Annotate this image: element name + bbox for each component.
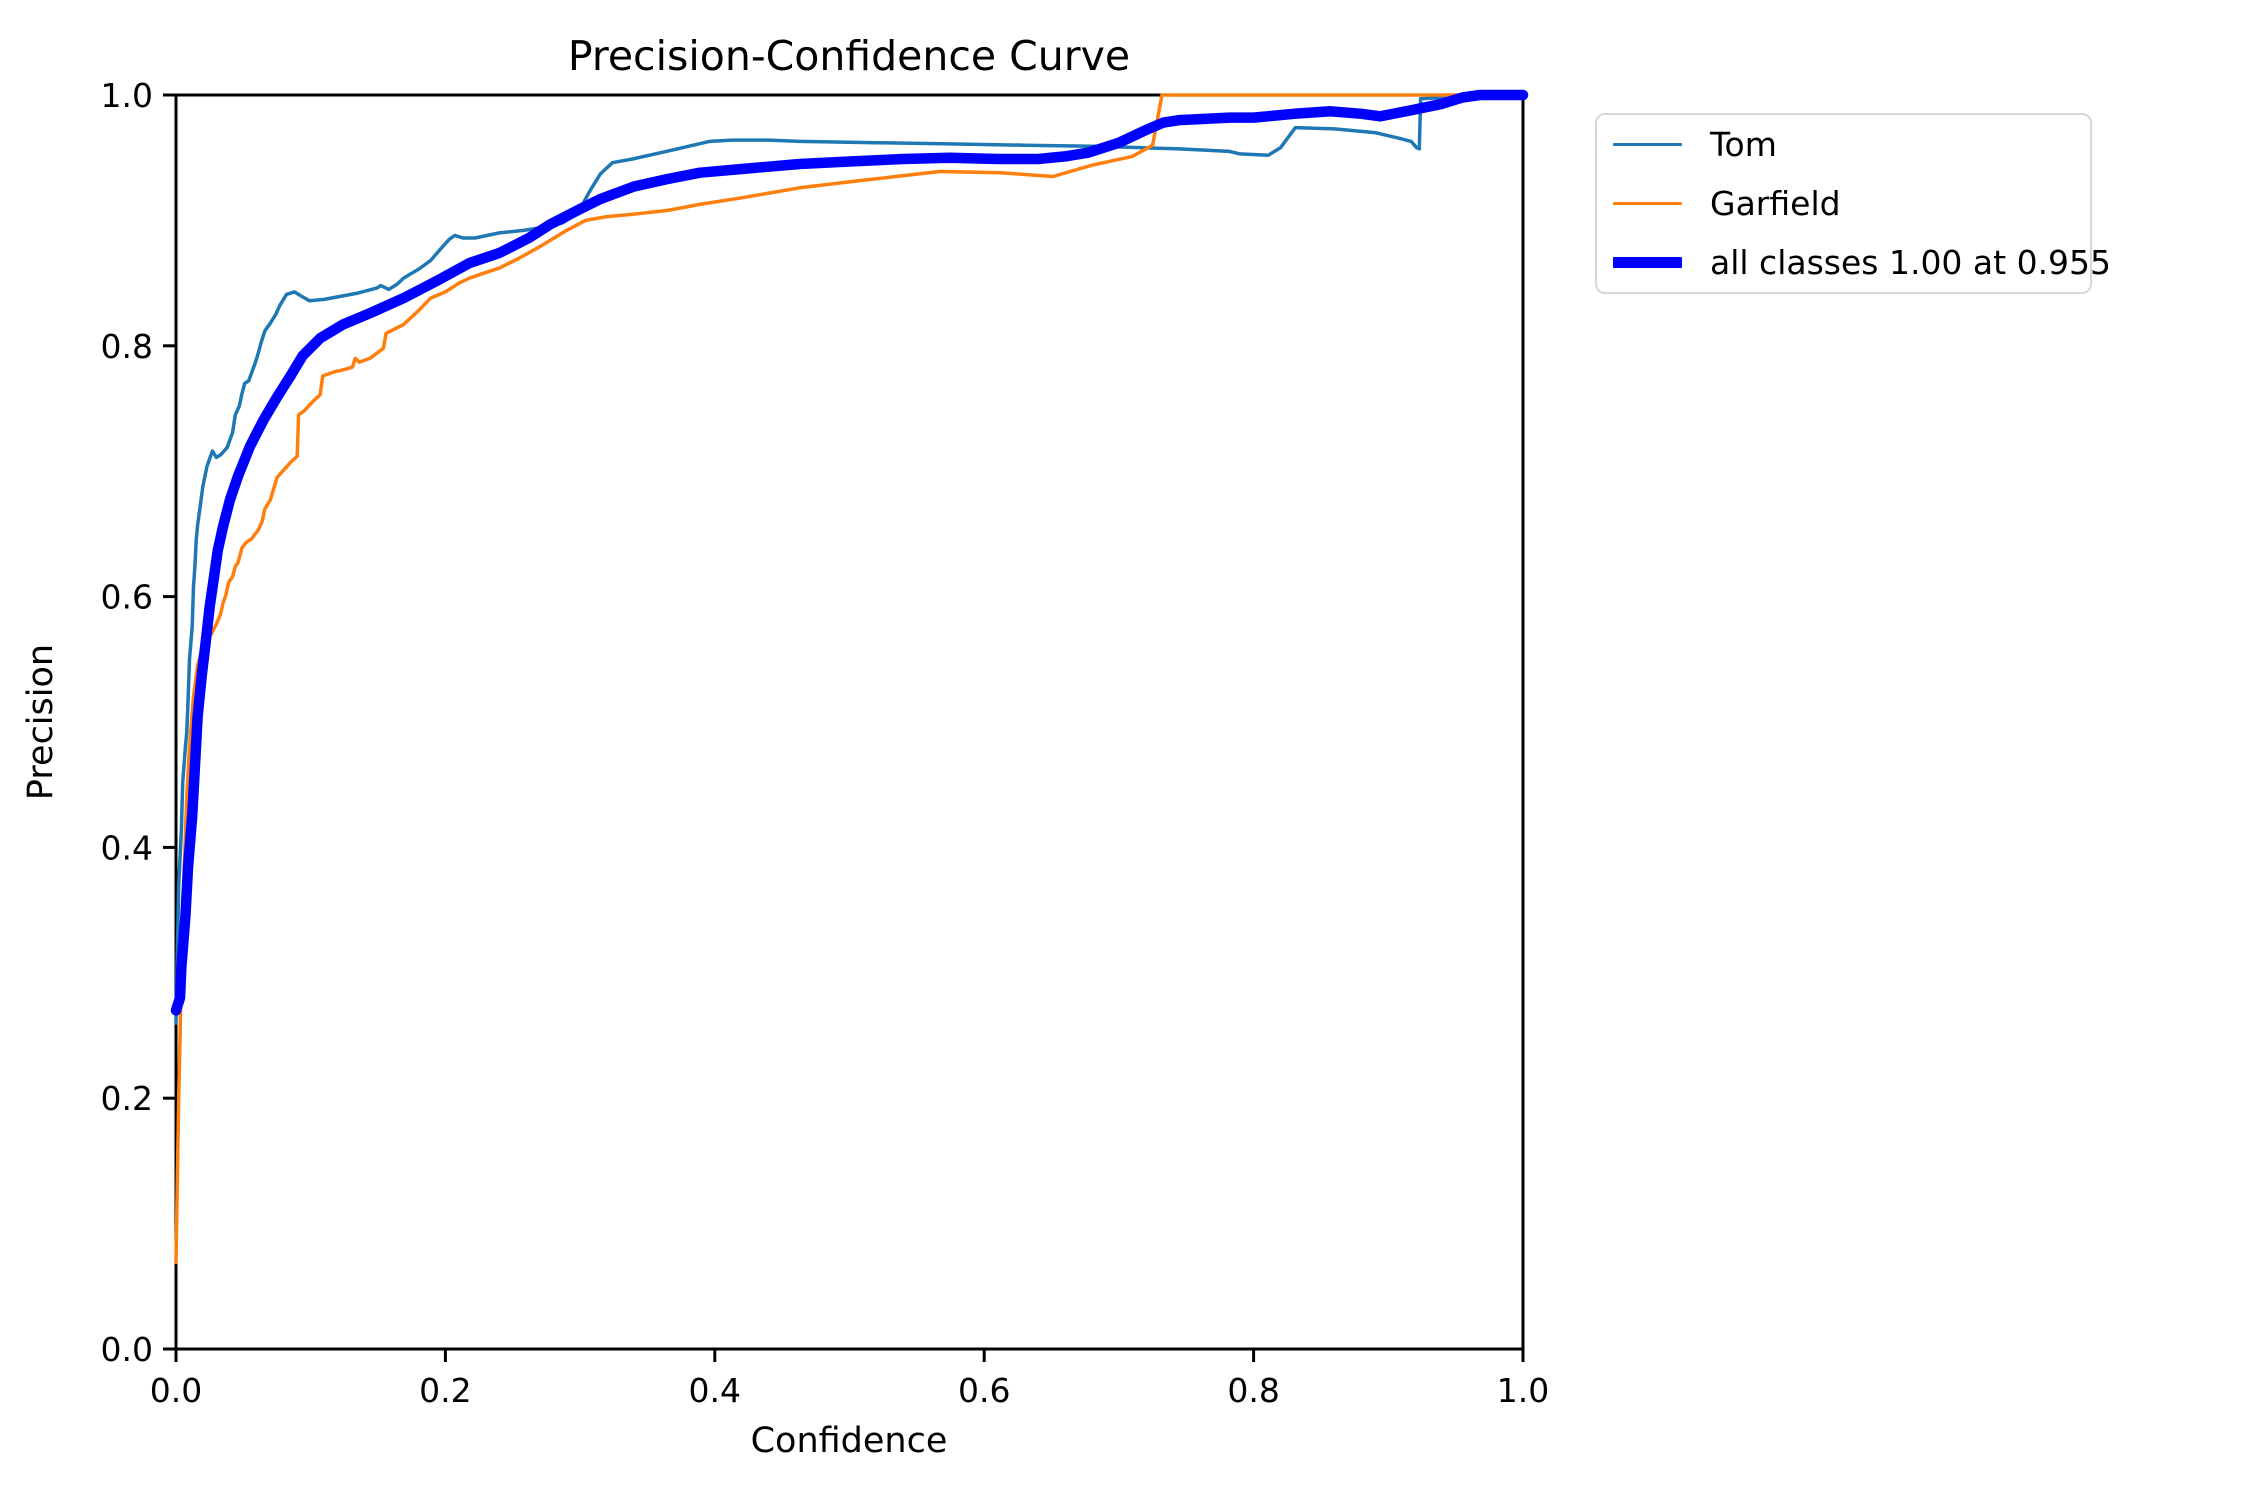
y-axis-label: Precision bbox=[21, 644, 61, 800]
legend-label-garfield: Garfield bbox=[1710, 183, 1841, 223]
x-tick-label: 0.6 bbox=[958, 1371, 1010, 1410]
legend-line-sample-garfield bbox=[1613, 201, 1682, 206]
x-tick-label: 0.0 bbox=[150, 1371, 202, 1410]
x-tick-label: 1.0 bbox=[1497, 1371, 1549, 1410]
series-line-tom bbox=[174, 93, 1525, 1025]
legend-item-garfield: Garfield bbox=[1613, 182, 2074, 226]
chart-title: Precision-Confidence Curve bbox=[568, 32, 1130, 80]
x-tick-label: 0.4 bbox=[689, 1371, 741, 1410]
y-tick-label: 0.6 bbox=[101, 578, 153, 617]
series-line-garfield bbox=[174, 93, 1525, 1265]
legend: Tom Garfield all classes 1.00 at 0.955 bbox=[1595, 113, 2111, 294]
plot-spines bbox=[174, 93, 1525, 1351]
series-lines bbox=[170, 89, 1529, 1265]
legend-label-tom: Tom bbox=[1710, 124, 1777, 164]
legend-item-tom: Tom bbox=[1613, 123, 2074, 167]
legend-label-all-classes: all classes 1.00 at 0.955 bbox=[1710, 242, 2112, 282]
y-tick-label: 0.0 bbox=[101, 1330, 153, 1369]
axes: 0.0 0.2 0.4 0.6 0.8 1.0 0.0 0.2 0.4 0.6 0.8 1.0 bbox=[101, 76, 1550, 1410]
y-tick-label: 0.2 bbox=[101, 1079, 153, 1118]
y-tick-label: 1.0 bbox=[101, 76, 153, 115]
legend-line-sample-all-classes bbox=[1613, 257, 1682, 268]
legend-line-sample-tom bbox=[1613, 142, 1682, 147]
x-axis-label: Confidence bbox=[751, 1421, 948, 1461]
legend-item-all-classes: all classes 1.00 at 0.955 bbox=[1613, 241, 2111, 285]
series-line-all bbox=[170, 89, 1529, 1016]
y-tick-label: 0.8 bbox=[101, 327, 153, 366]
y-tick-label: 0.4 bbox=[101, 828, 153, 867]
x-tick-label: 0.8 bbox=[1227, 1371, 1279, 1410]
x-tick-label: 0.2 bbox=[419, 1371, 471, 1410]
